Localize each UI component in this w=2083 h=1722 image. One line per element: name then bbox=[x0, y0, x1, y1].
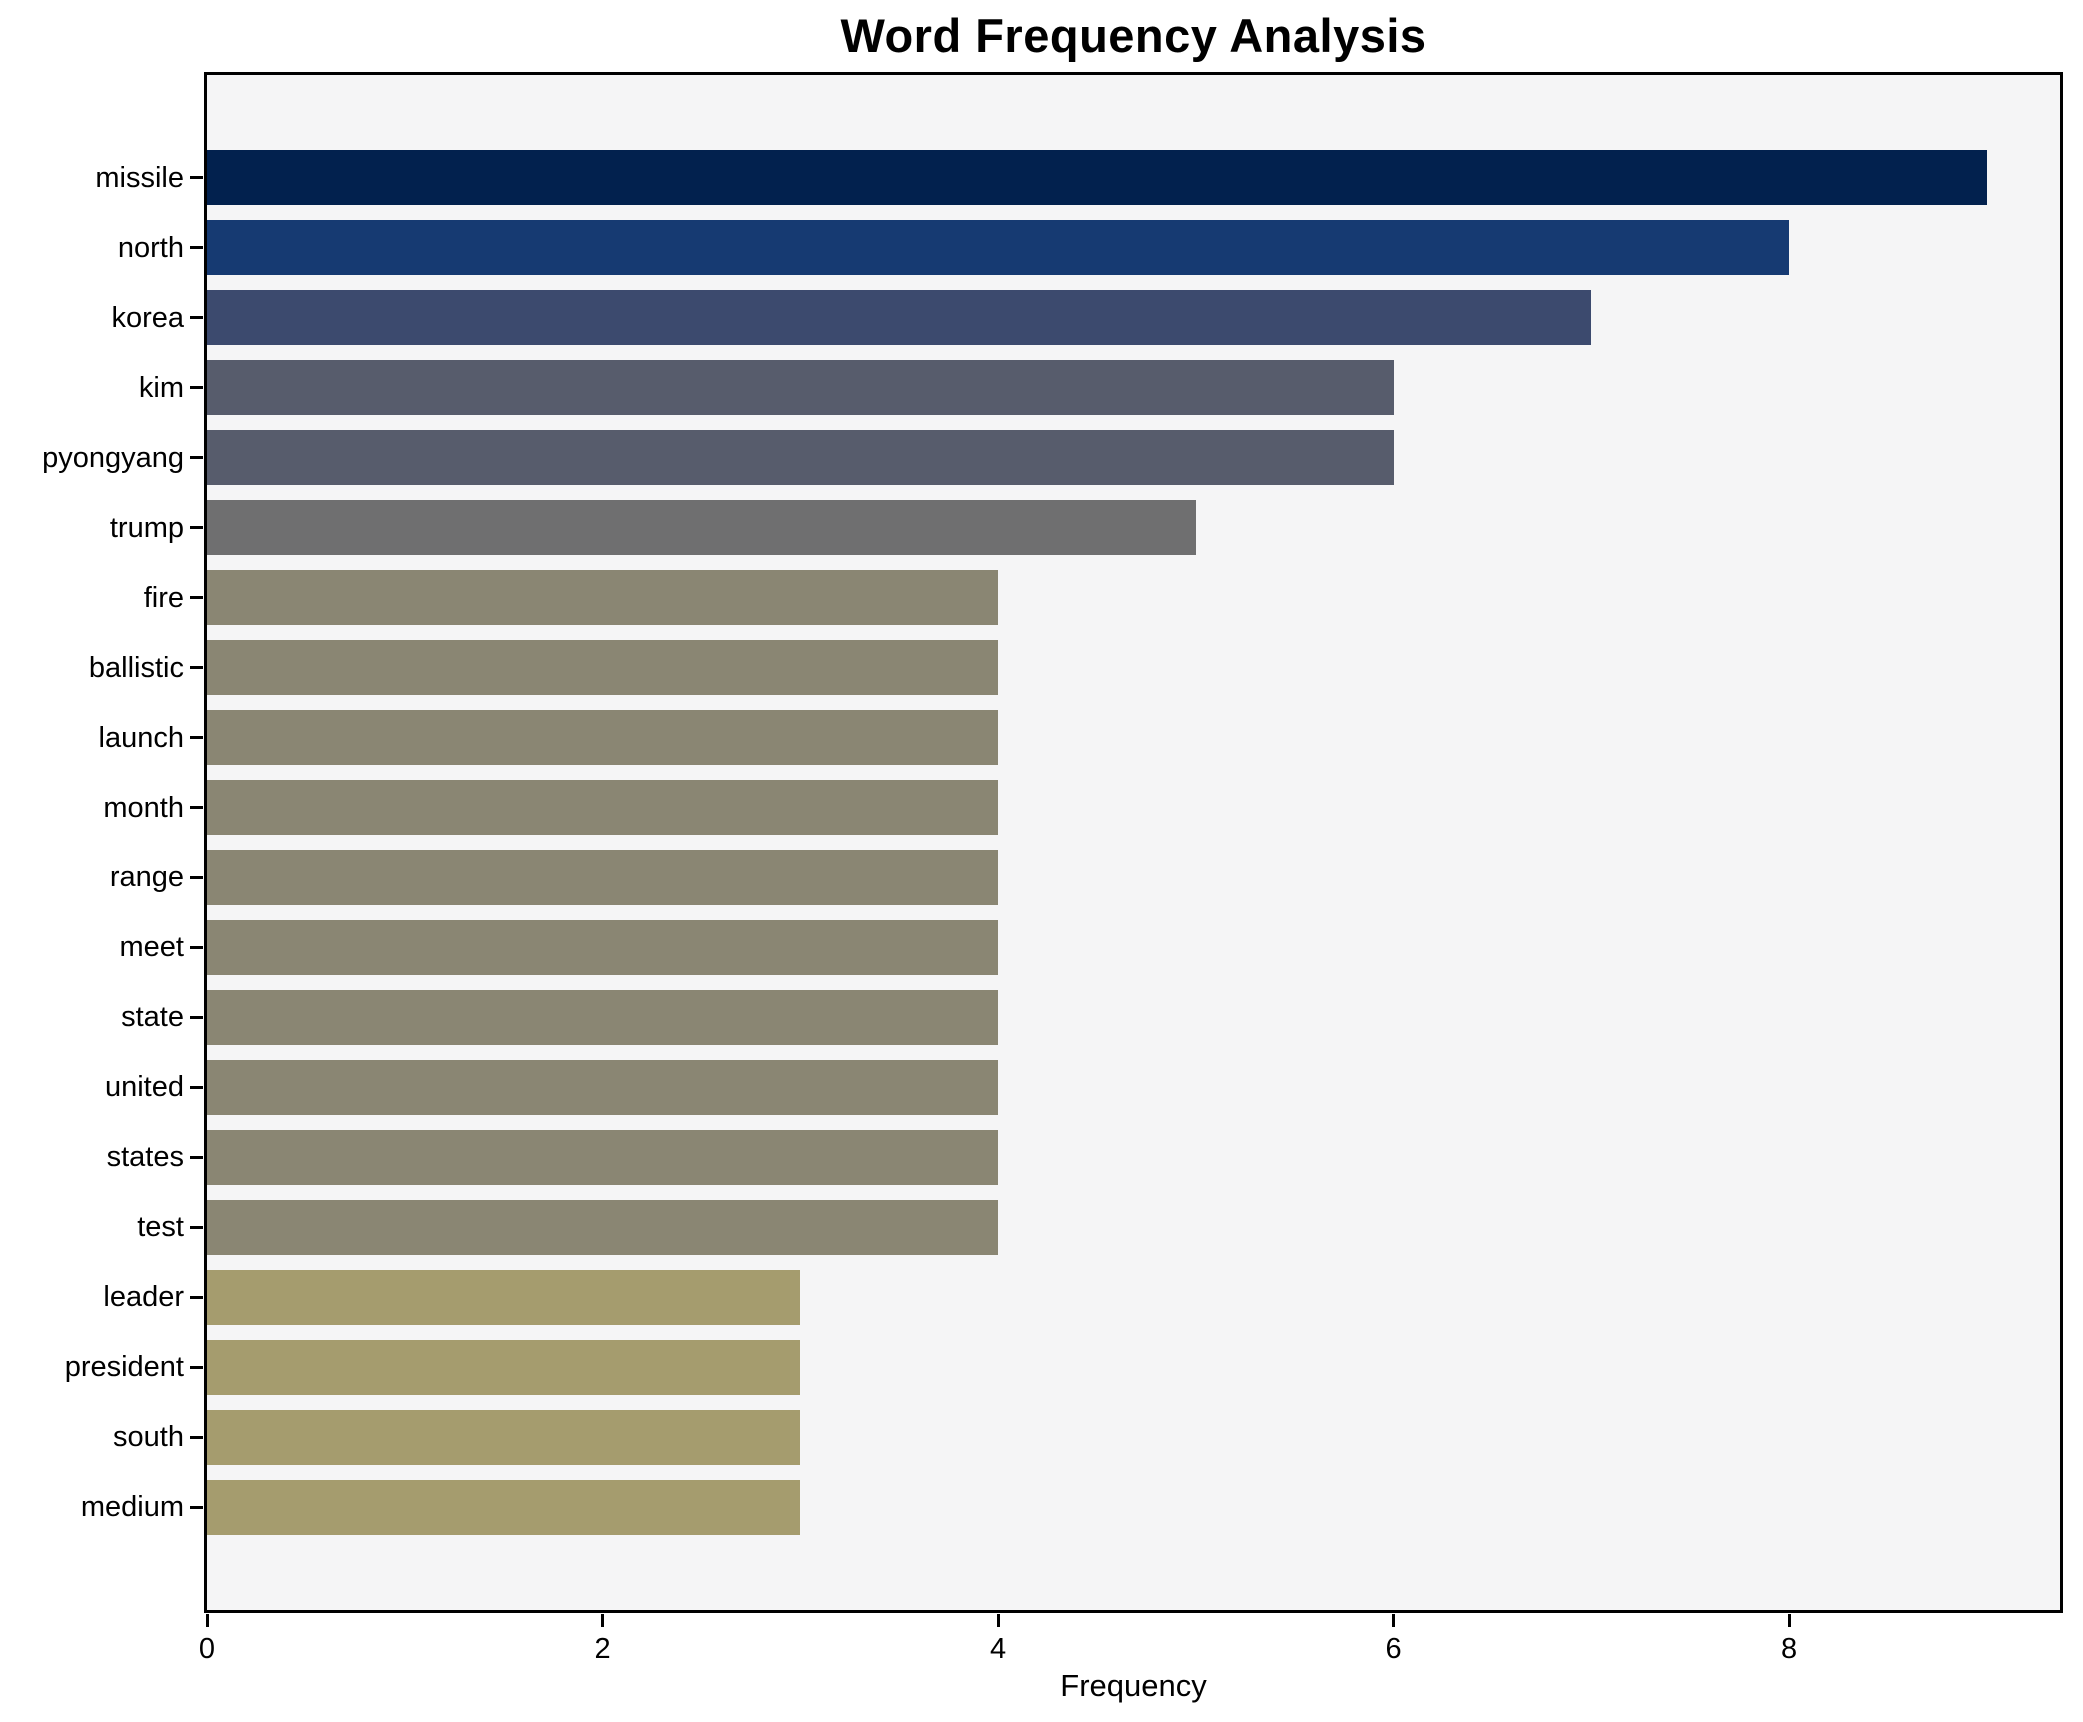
bar-korea bbox=[207, 290, 1592, 346]
bar-launch bbox=[207, 710, 999, 766]
bar-united bbox=[207, 1059, 999, 1115]
y-tick-mark bbox=[190, 1015, 203, 1019]
bar-missile bbox=[207, 150, 1987, 206]
x-axis-label: Frequency bbox=[1060, 1668, 1207, 1703]
y-tick-label-united: united bbox=[104, 1071, 184, 1104]
y-tick-mark bbox=[190, 386, 203, 390]
y-tick-mark bbox=[190, 1365, 203, 1369]
y-tick-mark bbox=[190, 1085, 203, 1089]
y-tick-label-month: month bbox=[103, 791, 184, 824]
y-tick-mark bbox=[190, 1155, 203, 1159]
plot-area bbox=[204, 72, 2063, 1613]
x-tick-mark bbox=[205, 1614, 209, 1627]
y-tick-label-states: states bbox=[106, 1141, 184, 1174]
bar-north bbox=[207, 220, 1790, 276]
bar-medium bbox=[207, 1479, 801, 1535]
y-tick-label-meet: meet bbox=[119, 931, 184, 964]
x-tick-label-2: 2 bbox=[594, 1633, 611, 1665]
x-tick-mark bbox=[1787, 1614, 1791, 1627]
x-tick-mark bbox=[996, 1614, 1000, 1627]
y-tick-label-korea: korea bbox=[111, 301, 184, 334]
bar-kim bbox=[207, 360, 1394, 416]
x-tick-mark bbox=[601, 1614, 605, 1627]
bar-pyongyang bbox=[207, 430, 1394, 486]
bar-leader bbox=[207, 1269, 801, 1325]
bar-south bbox=[207, 1409, 801, 1465]
y-tick-label-state: state bbox=[121, 1001, 184, 1034]
bar-test bbox=[207, 1199, 999, 1255]
bar-month bbox=[207, 780, 999, 836]
y-tick-label-south: south bbox=[113, 1421, 184, 1454]
y-tick-mark bbox=[190, 1435, 203, 1439]
y-tick-mark bbox=[190, 1505, 203, 1509]
y-tick-mark bbox=[190, 1225, 203, 1229]
y-tick-label-test: test bbox=[137, 1211, 184, 1244]
y-tick-mark bbox=[190, 456, 203, 460]
y-tick-mark bbox=[190, 806, 203, 810]
bar-range bbox=[207, 849, 999, 905]
bar-president bbox=[207, 1339, 801, 1395]
y-tick-label-range: range bbox=[109, 861, 184, 894]
x-tick-label-4: 4 bbox=[989, 1633, 1007, 1665]
x-tick-mark bbox=[1392, 1614, 1396, 1627]
chart-title: Word Frequency Analysis bbox=[840, 9, 1427, 62]
y-tick-mark bbox=[190, 666, 203, 670]
y-tick-mark bbox=[190, 316, 203, 320]
y-tick-mark bbox=[190, 526, 203, 530]
y-tick-label-fire: fire bbox=[143, 581, 184, 614]
y-tick-mark bbox=[190, 246, 203, 250]
y-tick-label-leader: leader bbox=[103, 1281, 184, 1314]
y-tick-label-kim: kim bbox=[138, 371, 184, 404]
y-tick-label-pyongyang: pyongyang bbox=[42, 441, 184, 474]
y-tick-label-north: north bbox=[117, 231, 184, 264]
y-tick-label-missile: missile bbox=[95, 161, 184, 194]
bar-state bbox=[207, 989, 999, 1045]
y-tick-label-president: president bbox=[64, 1351, 184, 1384]
bar-fire bbox=[207, 570, 999, 626]
bar-trump bbox=[207, 500, 1196, 556]
bar-ballistic bbox=[207, 640, 999, 696]
y-tick-mark bbox=[190, 736, 203, 740]
y-tick-label-launch: launch bbox=[98, 721, 184, 754]
y-tick-mark bbox=[190, 1295, 203, 1299]
bar-states bbox=[207, 1129, 999, 1185]
y-tick-mark bbox=[190, 875, 203, 879]
y-tick-mark bbox=[190, 176, 203, 180]
y-tick-label-ballistic: ballistic bbox=[88, 651, 184, 684]
x-tick-label-6: 6 bbox=[1385, 1633, 1402, 1665]
y-tick-label-medium: medium bbox=[80, 1491, 184, 1524]
x-tick-label-8: 8 bbox=[1780, 1633, 1798, 1665]
x-tick-label-0: 0 bbox=[198, 1633, 216, 1665]
bar-meet bbox=[207, 919, 999, 975]
y-tick-mark bbox=[190, 596, 203, 600]
y-tick-mark bbox=[190, 945, 203, 949]
y-tick-label-trump: trump bbox=[109, 511, 184, 544]
